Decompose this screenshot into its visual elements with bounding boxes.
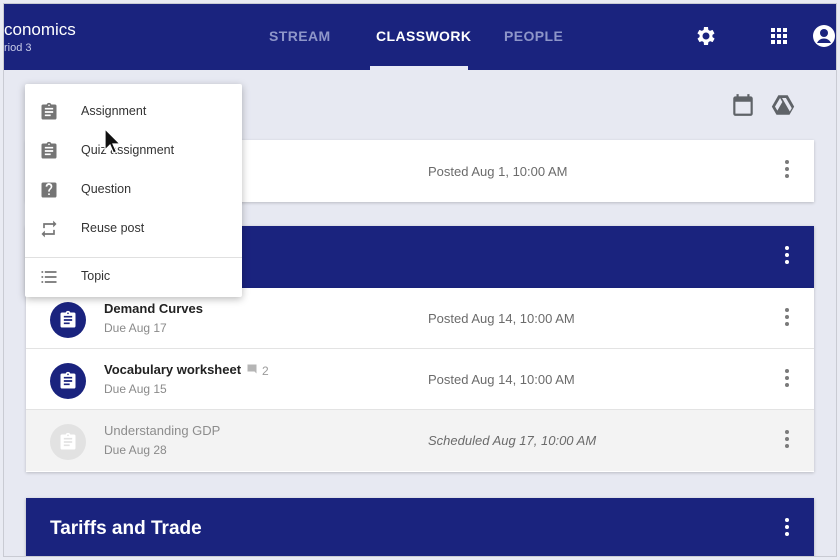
list-item[interactable]: Demand Curves Due Aug 17 Posted Aug 14, … <box>26 288 814 349</box>
menu-item-label: Assignment <box>81 104 147 118</box>
course-section: riod 3 <box>4 42 32 54</box>
apps-grid-icon[interactable] <box>767 24 791 48</box>
menu-item-label: Quiz assignment <box>81 143 175 157</box>
scheduled-date: Scheduled Aug 17, 10:00 AM <box>428 433 597 448</box>
more-options-icon[interactable] <box>784 160 790 180</box>
comment-count-value: 2 <box>262 363 269 378</box>
gear-icon[interactable] <box>694 24 718 48</box>
more-options-icon[interactable] <box>784 308 790 328</box>
item-due-date: Due Aug 17 <box>104 321 167 335</box>
more-options-icon[interactable] <box>784 430 790 450</box>
menu-divider <box>25 257 242 258</box>
app-bar: conomics riod 3 STREAM CLASSWORK PEOPLE <box>4 4 836 70</box>
list-item[interactable]: Vocabulary worksheet 2 Due Aug 15 Posted… <box>26 349 814 410</box>
topic-items: Demand Curves Due Aug 17 Posted Aug 14, … <box>26 288 814 472</box>
item-title[interactable]: Vocabulary worksheet <box>104 362 242 377</box>
posted-date: Posted Aug 14, 10:00 AM <box>428 372 575 387</box>
calendar-icon[interactable] <box>730 92 756 118</box>
create-menu: Assignment Quiz assignment Question Reus… <box>25 84 242 297</box>
list-item[interactable]: Understanding GDP Due Aug 28 Scheduled A… <box>26 410 814 471</box>
account-icon[interactable] <box>812 24 836 48</box>
mouse-cursor-icon <box>103 127 123 156</box>
quiz-assignment-icon <box>39 141 59 161</box>
tab-stream[interactable]: STREAM <box>269 28 331 44</box>
assignment-icon <box>39 102 59 122</box>
comment-count: 2 <box>246 363 269 378</box>
menu-item-quiz-assignment[interactable]: Quiz assignment <box>25 132 242 170</box>
classroom-window: conomics riod 3 STREAM CLASSWORK PEOPLE … <box>3 3 837 557</box>
item-title[interactable]: Demand Curves <box>104 301 203 316</box>
drive-icon[interactable] <box>770 92 796 118</box>
assignment-icon <box>50 363 86 399</box>
menu-item-question[interactable]: Question <box>25 171 242 209</box>
posted-date: Posted Aug 1, 10:00 AM <box>428 164 568 179</box>
posted-date: Posted Aug 14, 10:00 AM <box>428 311 575 326</box>
menu-item-label: Question <box>81 182 132 196</box>
tab-people[interactable]: PEOPLE <box>504 28 564 44</box>
active-tab-indicator <box>370 66 468 70</box>
comment-icon <box>246 363 258 378</box>
item-title[interactable]: Understanding GDP <box>104 423 221 438</box>
topic-header: Tariffs and Trade <box>26 498 814 556</box>
scheduled-assignment-icon <box>50 424 86 460</box>
menu-item-topic[interactable]: Topic <box>25 258 242 296</box>
question-icon <box>39 180 59 200</box>
item-due-date: Due Aug 28 <box>104 443 167 457</box>
topic-more-options-icon[interactable] <box>784 246 790 266</box>
course-title[interactable]: conomics <box>4 20 76 39</box>
reuse-icon <box>39 219 59 239</box>
menu-item-reuse-post[interactable]: Reuse post <box>25 210 242 248</box>
tab-classwork[interactable]: CLASSWORK <box>376 28 472 44</box>
topic-title[interactable]: Tariffs and Trade <box>50 518 202 539</box>
more-options-icon[interactable] <box>784 369 790 389</box>
menu-item-label: Topic <box>81 269 111 283</box>
assignment-icon <box>50 302 86 338</box>
menu-item-assignment[interactable]: Assignment <box>25 93 242 131</box>
menu-item-label: Reuse post <box>81 221 145 235</box>
topic-more-options-icon[interactable] <box>784 518 790 538</box>
item-due-date: Due Aug 15 <box>104 382 167 396</box>
topic-list-icon <box>39 267 59 287</box>
